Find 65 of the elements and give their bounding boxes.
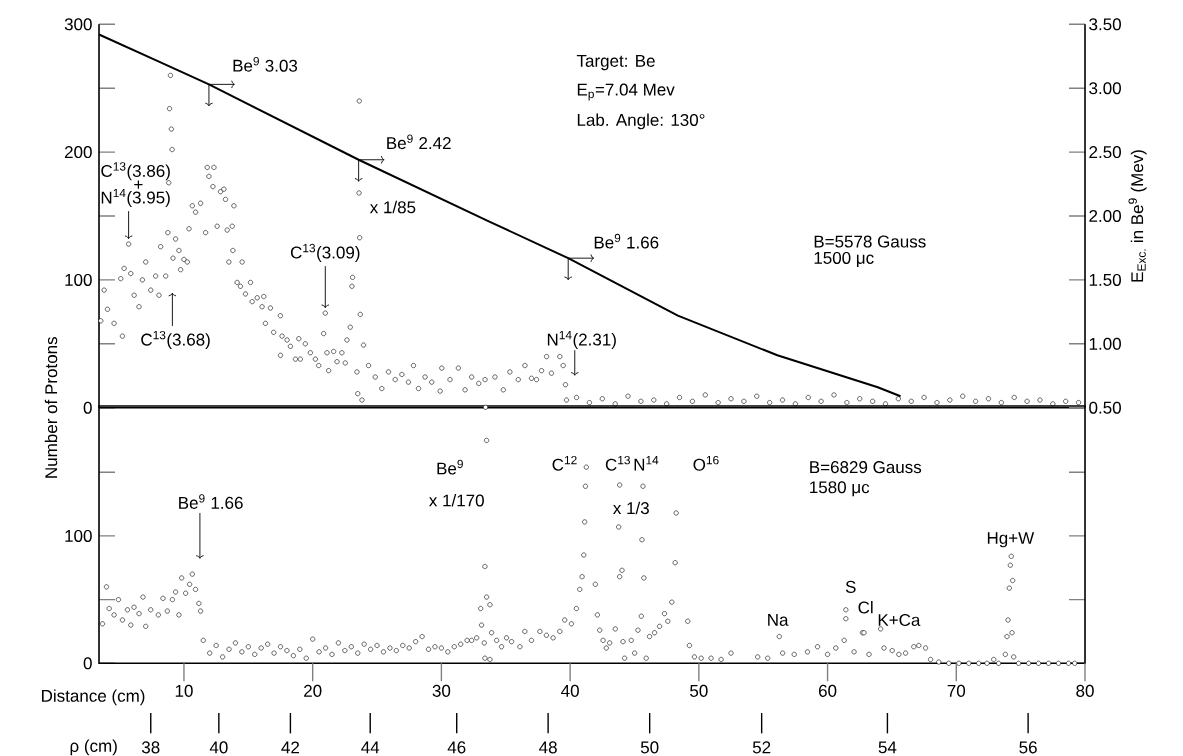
annotation: C$^{13}$(3.86) [101, 162, 170, 181]
text: ρ (cm) [70, 739, 117, 756]
annotation: C$^{13}$ [605, 455, 630, 471]
y-axis-title: Number of Protons [44, 337, 58, 478]
annotation: 1500 μc [814, 251, 874, 268]
y2-tick-label: 1.00 [1089, 337, 1121, 350]
annotation: B=6829 Gauss [810, 461, 922, 474]
annotation: 1580 μc [810, 481, 870, 497]
text: 50 [640, 741, 659, 754]
x-tick-label: 50 [690, 684, 708, 697]
text: 42 [281, 741, 299, 754]
text: 44 [361, 741, 380, 754]
x-tick-label: 60 [818, 684, 837, 697]
text: 54 [878, 741, 897, 754]
text: 56 [1019, 741, 1037, 754]
text: 38 [141, 741, 160, 754]
annotation: Lab. Angle: 130° [577, 113, 705, 130]
annotation: O$^{16}$ [693, 455, 719, 471]
annotation: Be$^{9}$ 2.42 [387, 134, 451, 150]
text: 46 [447, 741, 466, 754]
annotation: Target: Be [576, 55, 655, 71]
annotation: Be$^{9}$ 1.66 [594, 233, 659, 249]
y-tick-label: 300 [64, 18, 92, 31]
annotation: Cl [858, 601, 873, 614]
annotation: Be$^{9}$ 1.66 [179, 494, 243, 509]
y-tick-label: 100 [65, 529, 92, 542]
y-tick-label: 0 [83, 401, 92, 414]
annotation: N$^{14}$(2.31) [547, 330, 616, 349]
annotation: K+Ca [878, 613, 921, 627]
text: 52 [752, 741, 771, 754]
y2-tick-label: 1.50 [1089, 273, 1121, 286]
y2-axis-title: E$_{Exc.}$ in Be$^{9}$ (Mev) [1128, 150, 1147, 282]
x-tick-label: 20 [304, 684, 322, 697]
annotation: B=5578 Gauss [814, 235, 926, 248]
annotation: C$^{12}$ [552, 455, 577, 471]
annotation: + [134, 180, 143, 189]
y-tick-label: 200 [64, 146, 92, 159]
text: 48 [539, 741, 557, 754]
annotation: x 1/170 [429, 494, 484, 507]
x-tick-label: 10 [175, 684, 193, 697]
y2-tick-label: 3.50 [1089, 18, 1121, 31]
x-axis-title: Distance (cm) [42, 689, 145, 706]
y-tick-label: 0 [83, 657, 92, 670]
annotation: C$^{13}$(3.68) [141, 330, 210, 350]
text: 40 [209, 741, 228, 754]
x-tick-label: 80 [1076, 684, 1094, 697]
annotation: N$^{14}$(3.95) [101, 188, 170, 207]
annotation: Na [768, 614, 789, 626]
annotation: E$_{p}$=7.04 Mev [577, 83, 675, 101]
annotation: N$^{14}$ [634, 456, 659, 471]
annotation: x 1/3 [613, 501, 649, 515]
annotation: Be$^{9}$ [437, 459, 463, 475]
y-tick-label: 100 [65, 273, 92, 286]
y2-tick-label: 2.50 [1089, 146, 1121, 159]
annotation: C$^{13}$(3.09) [290, 243, 360, 262]
x-tick-label: 70 [947, 684, 966, 697]
y2-tick-label: 2.00 [1089, 209, 1121, 223]
annotation: Hg+W [987, 532, 1035, 548]
x-tick-label: 40 [561, 684, 579, 697]
annotation: x 1/85 [369, 200, 416, 214]
x-tick-label: 30 [432, 684, 451, 697]
annotation: Be$^{9}$ 3.03 [233, 56, 298, 72]
y2-tick-label: 0.50 [1089, 401, 1121, 414]
y2-tick-label: 3.00 [1089, 82, 1121, 95]
annotation: S [845, 580, 856, 593]
